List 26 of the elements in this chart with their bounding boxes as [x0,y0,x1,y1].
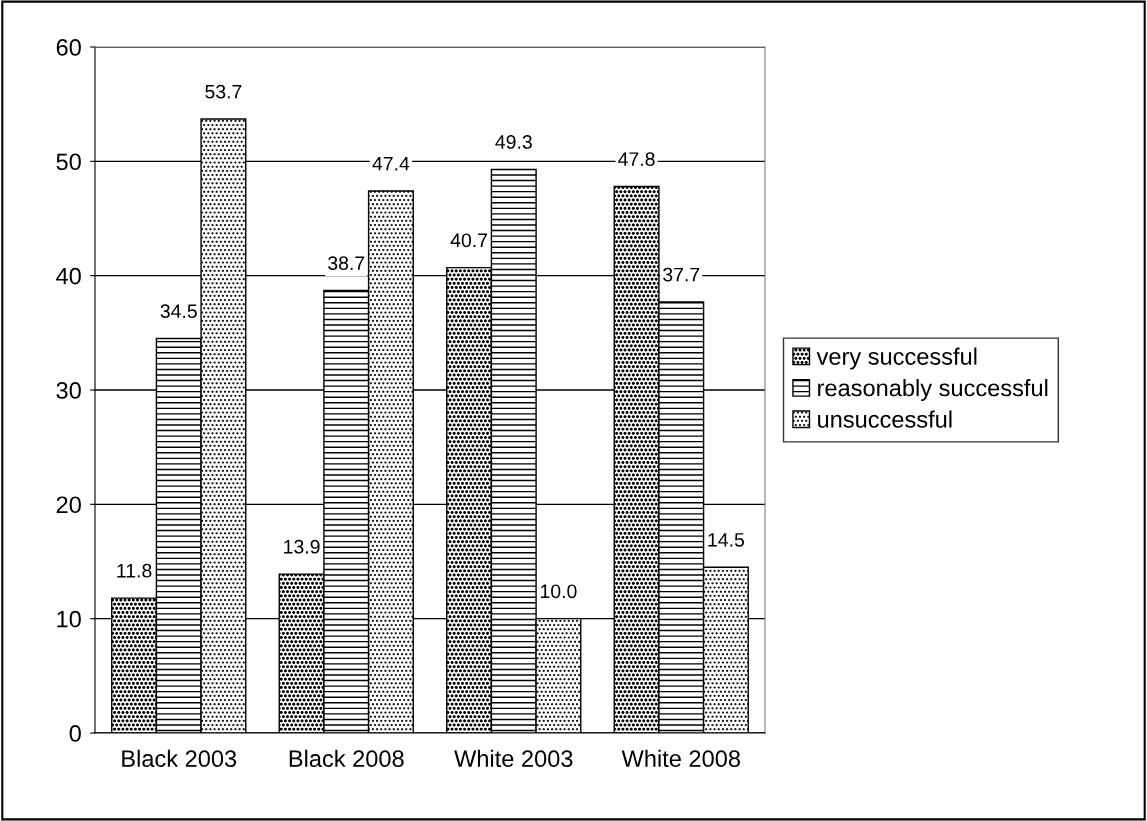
text: 40.7 [450,233,488,248]
y-tick-label: 40 [56,267,81,285]
x-tick-label: Black 2003 [122,749,237,768]
y-tick-label: 60 [56,39,81,56]
x-tick-label: White 2008 [621,749,740,768]
text: 11.8 [117,563,152,578]
text: 34.5 [160,304,197,319]
x-tick-label: Black 2008 [289,749,404,768]
text: 53.7 [205,84,242,99]
text: 47.8 [618,152,655,166]
y-tick-label: 10 [57,610,81,628]
y-tick-label: 30 [56,382,81,399]
y-tick-label: 50 [56,153,81,171]
y-tick-label: 0 [69,725,81,742]
text: 47.4 [372,156,410,171]
legend-label: reasonably successful [818,378,1048,402]
y-tick-label: 20 [56,496,81,514]
text: 10.0 [540,584,577,599]
text: 49.3 [495,135,532,149]
x-tick-label: White 2003 [454,749,573,768]
text: 38.7 [328,256,365,271]
text: 13.9 [284,539,320,554]
text: 14.5 [708,533,745,547]
text: 37.7 [663,267,700,282]
legend-label: unsuccessful [818,410,952,428]
legend-label: very successful [816,347,977,370]
